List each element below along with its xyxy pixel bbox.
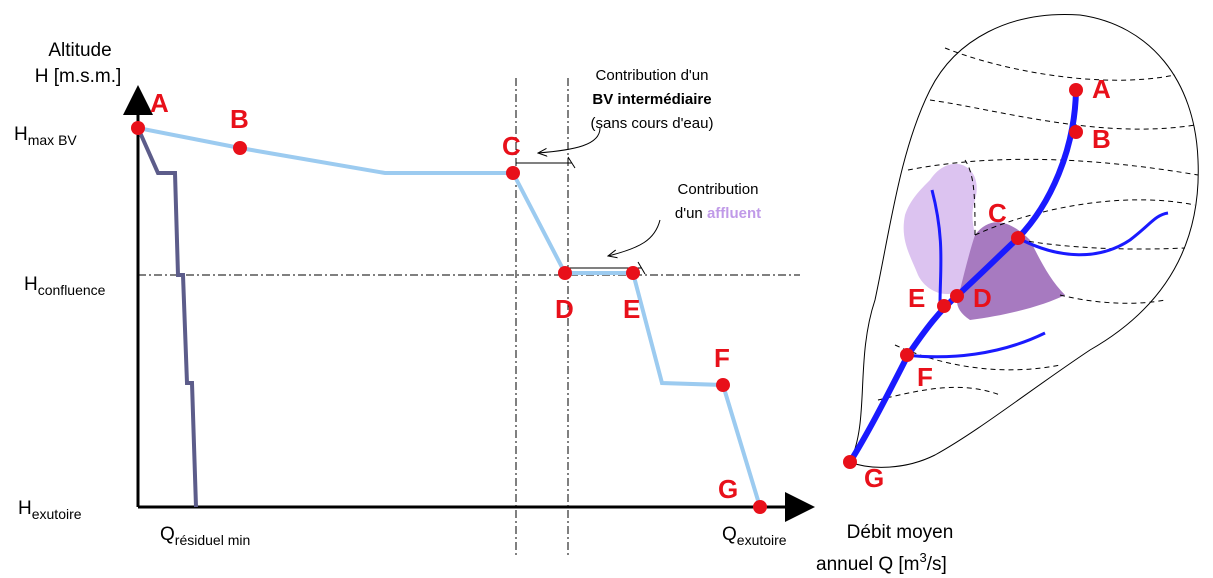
point-label: F [714,343,730,373]
annotation-part: d'un [675,205,707,222]
title-part: annuel Q [m [816,554,920,575]
point-label: E [623,294,640,324]
annotation: BV intermédiaire [592,91,711,108]
title-part: /s] [927,554,947,575]
map-point-label: F [917,362,933,392]
annotation: Contribution d'un [596,67,709,84]
map-point-label: D [973,283,992,313]
label-main: H [24,274,38,295]
map-point-label: A [1092,74,1111,104]
label-main: H [14,124,28,145]
axis-level-label: Hexutoire [18,498,82,522]
guides [123,78,815,555]
y-axis-title: Altitude [48,40,111,61]
label-main: H [18,498,32,519]
x-axis-title: annuel Q [m3/s] [816,550,947,575]
label-subscript: exutoire [32,506,82,522]
watershed-map: AB C D E F G [843,13,1199,493]
annotation-highlight: affluent [707,205,761,222]
axis-level-label: Hmax BV [14,124,77,148]
label-subscript: résiduel min [175,532,250,548]
x-axis-title: Débit moyen [847,522,954,543]
label-subscript: confluence [38,282,106,298]
point-label: A [150,88,169,118]
axis-level-label: Qrésiduel min [160,524,250,548]
label-main: Q [160,524,175,545]
residual-flow-line [136,127,198,508]
label-subscript: max BV [28,132,78,148]
point-label: B [230,104,249,134]
map-point-label: E [908,283,925,313]
label-subscript: exutoire [737,532,787,548]
label-main: Q [722,524,737,545]
annotation: (sans cours d'eau) [591,115,714,132]
title-superscript: 3 [920,550,927,565]
map-point-label: C [988,198,1007,228]
point-label: D [555,294,574,324]
y-axis-title: H [m.s.m.] [35,66,122,87]
point-label: G [718,474,738,504]
flow-profile-line [137,126,762,508]
annotation: d'un affluent [675,205,761,222]
point-label: C [502,131,521,161]
axis-level-label: Qexutoire [722,524,787,548]
axis-level-label: Hconfluence [24,274,106,298]
map-point-label: B [1092,124,1111,154]
annotation: Contribution [678,181,759,198]
map-point-label: G [864,463,884,493]
